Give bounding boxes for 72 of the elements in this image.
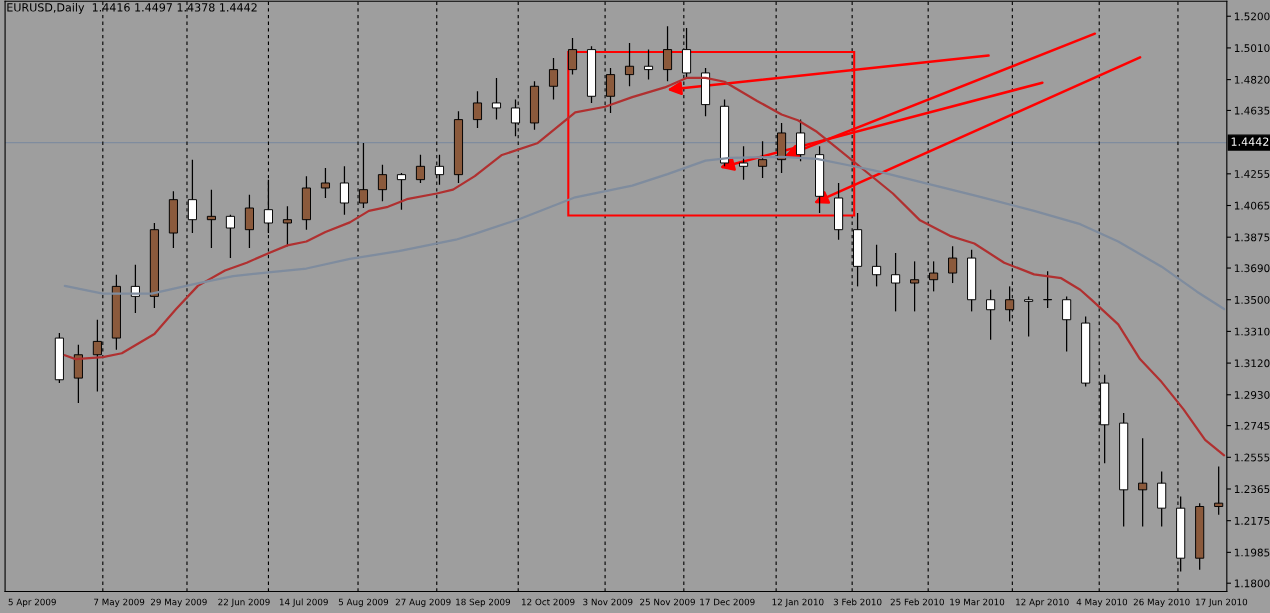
y-tick-label: 1.4065 [1234,201,1270,210]
x-tick-label: 5 Apr 2009 [8,598,56,607]
candlestick [73,344,83,404]
candlestick [796,118,806,162]
x-tick-label: 14 Jul 2009 [279,598,328,607]
y-tick-label: 1.2930 [1234,391,1270,399]
candlestick [910,260,920,313]
candlestick [567,37,578,76]
x-tick-label: 22 Jun 2009 [218,598,270,607]
candlestick [548,57,559,101]
x-tick-label: 17 Jun 2010 [1196,598,1248,607]
y-tick-label: 1.5010 [1234,44,1270,53]
candlestick [320,167,331,199]
y-tick-label: 1.3690 [1234,264,1270,273]
candlestick [377,164,388,202]
candlestick [491,77,502,121]
x-tick-label: 5 Aug 2009 [338,598,389,607]
y-tick-label: 1.1800 [1234,579,1270,588]
x-tick-label: 17 Dec 2009 [700,598,755,606]
y-tick-label: 1.3500 [1234,295,1270,304]
y-tick-label: 1.5200 [1234,12,1270,21]
candlestick [624,42,635,87]
x-tick-label: 19 Mar 2010 [950,598,1005,606]
x-tick-label: 25 Nov 2009 [640,598,695,606]
y-tick-label: 1.4820 [1234,75,1270,84]
x-tick-label: 26 May 2010 [1133,598,1190,607]
y-tick-label: 1.1985 [1234,548,1270,557]
y-tick-label: 1.4255 [1234,170,1270,178]
y-tick-label: 1.3120 [1234,359,1270,368]
x-tick-label: 12 Apr 2010 [1016,598,1069,607]
y-tick-label: 1.2555 [1234,453,1270,462]
y-tick-label: 1.3875 [1234,233,1270,242]
line-series [63,155,1226,311]
candlestick [396,172,407,211]
candlestick [1138,437,1148,528]
x-tick-label: 27 Aug 2009 [395,598,451,607]
x-tick-label: 4 May 2010 [1076,598,1128,607]
candlestick [1214,465,1224,516]
candlestick [738,145,749,181]
candlestick [662,25,673,82]
candlestick [1024,295,1034,338]
y-tick-label: 1.2365 [1234,485,1270,494]
candlestick [225,214,235,259]
x-tick-label: 3 Feb 2010 [833,598,882,606]
candlestick [472,90,483,129]
candlestick [758,140,768,179]
candlestick [244,194,254,249]
y-tick-label: 1.2175 [1234,516,1270,525]
ref-line-label: 1.4442 [1231,137,1269,146]
y-tick-label: 1.2745 [1234,421,1270,430]
x-tick-label: 3 Nov 2009 [583,598,633,606]
candlestick [986,289,996,341]
line-series [63,76,1226,457]
chart-title: EURUSD,Daily 1.4416 1.4497 1.4378 1.4442 [7,3,257,14]
x-tick-label: 12 Jan 2010 [772,598,824,607]
x-tick-label: 7 May 2009 [94,598,145,607]
y-tick-label: 1.4635 [1234,106,1270,115]
candlestick [891,252,901,313]
x-tick-label: 25 Feb 2010 [890,598,944,606]
candlestick [948,245,958,284]
candlestick [339,165,350,216]
x-tick-label: 18 Sep 2009 [456,598,511,607]
candlestick [415,154,426,184]
candlestick [206,189,216,249]
x-tick-label: 12 Oct 2009 [521,598,575,606]
candlestick [872,244,882,288]
y-tick-label: 1.3310 [1234,327,1270,336]
candlestick [643,48,654,81]
candlestick [282,205,292,247]
candlestick [1062,295,1072,353]
x-tick-label: 29 May 2009 [150,598,207,607]
candlestick [1043,270,1053,309]
